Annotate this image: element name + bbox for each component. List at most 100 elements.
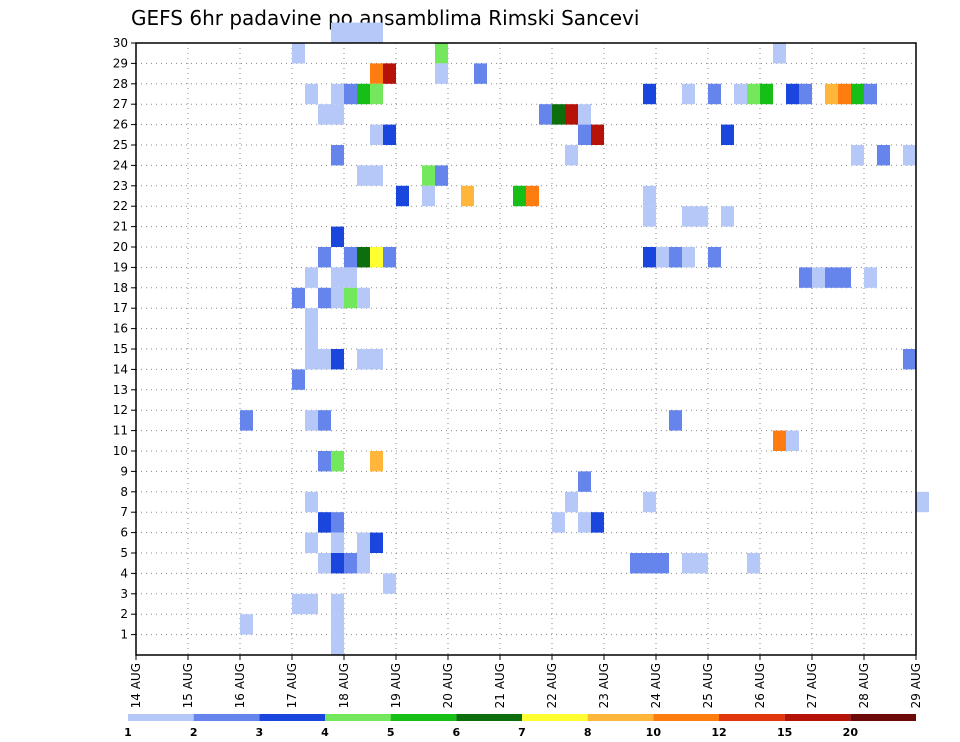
heatmap-cell xyxy=(461,185,474,207)
heatmap-cell xyxy=(292,593,305,615)
heatmap-cell xyxy=(318,287,331,309)
heatmap-cell xyxy=(578,124,591,145)
heatmap-cell xyxy=(331,512,344,533)
heatmap-cells xyxy=(240,22,929,655)
heatmap-cell xyxy=(799,267,812,288)
colorbar-swatch xyxy=(522,714,588,721)
y-tick-label: 23 xyxy=(113,179,128,193)
y-tick-label: 2 xyxy=(120,607,128,621)
y-tick-label: 13 xyxy=(113,383,128,397)
heatmap-cell xyxy=(370,247,383,268)
heatmap-cell xyxy=(344,83,357,105)
heatmap-cell xyxy=(305,308,318,329)
heatmap-cell xyxy=(552,104,565,125)
heatmap-cell xyxy=(331,22,344,43)
heatmap-cell xyxy=(370,63,383,84)
heatmap-cell xyxy=(383,247,396,268)
heatmap-cell xyxy=(851,83,864,105)
heatmap-cell xyxy=(383,573,396,594)
heatmap-cell xyxy=(864,83,877,105)
heatmap-cell xyxy=(344,287,357,309)
x-tick-label: 22 AUG xyxy=(545,663,559,708)
heatmap-cell xyxy=(812,267,825,288)
heatmap-cell xyxy=(318,247,331,268)
heatmap-cell xyxy=(292,369,305,390)
x-tick-label: 20 AUG xyxy=(441,663,455,708)
y-tick-label: 25 xyxy=(113,138,128,152)
heatmap-cell xyxy=(240,410,253,431)
heatmap-cell xyxy=(760,83,773,105)
heatmap-cell xyxy=(331,287,344,309)
colorbar-label: 4 xyxy=(321,726,329,739)
heatmap-cell xyxy=(578,104,591,125)
heatmap-cell xyxy=(292,287,305,309)
heatmap-cell xyxy=(708,247,721,268)
heatmap-cell xyxy=(331,593,344,615)
heatmap-cell xyxy=(526,185,539,207)
x-tick-label: 14 AUG xyxy=(129,663,143,708)
heatmap-cell xyxy=(331,451,344,472)
heatmap-cell xyxy=(643,206,656,227)
colorbar-swatch xyxy=(325,714,391,721)
heatmap-cell xyxy=(305,532,318,553)
heatmap-cell xyxy=(838,267,851,288)
heatmap-cell xyxy=(799,83,812,105)
heatmap-cell xyxy=(318,349,331,370)
heatmap-cell xyxy=(565,104,578,125)
y-tick-label: 1 xyxy=(120,628,128,642)
heatmap-cell xyxy=(240,614,253,635)
heatmap-cell xyxy=(877,145,890,166)
colorbar-swatch xyxy=(193,714,260,721)
y-tick-label: 9 xyxy=(120,464,128,478)
heatmap-cell xyxy=(344,247,357,268)
heatmap-cell xyxy=(305,267,318,288)
heatmap-cell xyxy=(903,145,916,166)
heatmap-cell xyxy=(357,553,370,574)
heatmap-cell xyxy=(435,63,448,84)
x-tick-label: 26 AUG xyxy=(753,663,767,708)
heatmap-cell xyxy=(370,532,383,553)
colorbar-legend: 1 2 3 4 5 6 7 8 10 12 15 20 xyxy=(124,714,916,739)
heatmap-cell xyxy=(357,287,370,309)
heatmap-cell xyxy=(656,247,669,268)
colorbar-swatch xyxy=(784,714,851,721)
heatmap-cell xyxy=(370,83,383,105)
heatmap-cell xyxy=(578,471,591,492)
gridlines xyxy=(136,42,916,655)
heatmap-cell xyxy=(552,512,565,533)
y-tick-label: 12 xyxy=(113,403,128,417)
heatmap-cell xyxy=(357,532,370,553)
y-tick-label: 28 xyxy=(113,77,128,91)
heatmap-cell xyxy=(669,410,682,431)
heatmap-cell xyxy=(331,226,344,247)
y-axis: 1234567891011121314151617181920212223242… xyxy=(113,36,136,642)
y-tick-label: 20 xyxy=(113,240,128,254)
heatmap-cell xyxy=(305,328,318,349)
y-tick-label: 30 xyxy=(113,36,128,50)
heatmap-cell xyxy=(682,247,695,268)
heatmap-cell xyxy=(643,83,656,105)
heatmap-cell xyxy=(305,349,318,370)
heatmap-cell xyxy=(331,267,344,288)
colorbar-label: 6 xyxy=(453,726,461,739)
heatmap-cell xyxy=(903,349,916,370)
x-tick-label: 28 AUG xyxy=(857,663,871,708)
colorbar-swatch xyxy=(128,714,194,721)
x-axis: 14 AUG 15 AUG 16 AUG 17 AUG 18 AUG 19 AUG 20 A… xyxy=(129,655,923,708)
heatmap-cell xyxy=(370,22,383,43)
heatmap-cell xyxy=(370,165,383,186)
heatmap-cell xyxy=(669,247,682,268)
heatmap-cell xyxy=(474,63,487,84)
heatmap-cell xyxy=(344,22,357,43)
heatmap-cell xyxy=(422,185,435,207)
x-tick-label: 23 AUG xyxy=(597,663,611,708)
colorbar-swatch xyxy=(259,714,325,721)
colorbar-label: 1 xyxy=(124,726,132,739)
colorbar-swatch xyxy=(850,714,916,721)
heatmap-cell xyxy=(305,491,318,513)
heatmap-cell xyxy=(383,124,396,145)
y-tick-label: 27 xyxy=(113,97,128,111)
x-tick-label: 18 AUG xyxy=(337,663,351,708)
heatmap-cell xyxy=(357,247,370,268)
